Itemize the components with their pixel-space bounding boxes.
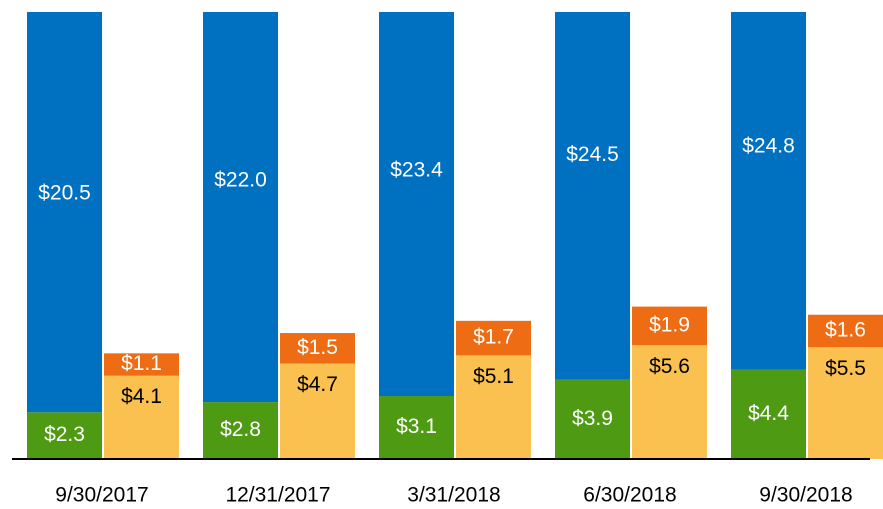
data-label: $22.0 [214, 168, 267, 191]
bar-segment [555, 379, 630, 459]
bar-segment [731, 369, 806, 459]
data-label: $5.5 [825, 357, 866, 380]
data-label: $1.5 [297, 336, 338, 359]
data-label: $1.9 [649, 313, 690, 336]
data-label: $20.5 [38, 181, 91, 204]
x-tick-label: 3/31/2018 [407, 484, 500, 507]
data-label: $3.1 [396, 415, 437, 438]
data-label: $4.7 [297, 373, 338, 396]
data-label: $5.1 [473, 365, 514, 388]
data-label: $24.5 [566, 143, 619, 166]
data-label: $4.1 [121, 385, 162, 408]
data-label: $1.7 [473, 326, 514, 349]
bar-segment [203, 12, 278, 403]
data-label: $23.4 [390, 159, 443, 182]
bar-segment [27, 412, 102, 459]
bar-segment [379, 12, 454, 397]
bar-segment [203, 402, 278, 459]
bar-segment [104, 353, 179, 376]
bar-segment [632, 306, 707, 346]
bar-segment [280, 333, 355, 364]
x-tick-label: 9/30/2018 [759, 484, 852, 507]
bar-segment [27, 12, 102, 413]
bar-segment [104, 375, 179, 459]
data-label: $1.6 [825, 319, 866, 342]
data-label: $3.9 [572, 407, 613, 430]
data-label: $2.8 [220, 418, 261, 441]
x-tick-label: 12/31/2017 [225, 484, 330, 507]
x-tick-label: 6/30/2018 [583, 484, 676, 507]
data-label: $24.8 [742, 135, 795, 158]
data-label: $2.3 [44, 423, 85, 446]
bar-segment [731, 12, 806, 370]
data-label: $4.4 [748, 402, 789, 425]
bar-segment [280, 363, 355, 459]
bar-segment [456, 355, 531, 459]
data-label: $1.1 [121, 352, 162, 375]
bar-segment [632, 345, 707, 459]
bar-segment [555, 12, 630, 380]
plot-area [27, 12, 883, 459]
bar-segment [379, 396, 454, 459]
bar-segment [808, 314, 883, 348]
data-label: $5.6 [649, 355, 690, 378]
bar-segment [456, 320, 531, 356]
x-tick-label: 9/30/2017 [55, 484, 148, 507]
bar-segment [808, 347, 883, 459]
